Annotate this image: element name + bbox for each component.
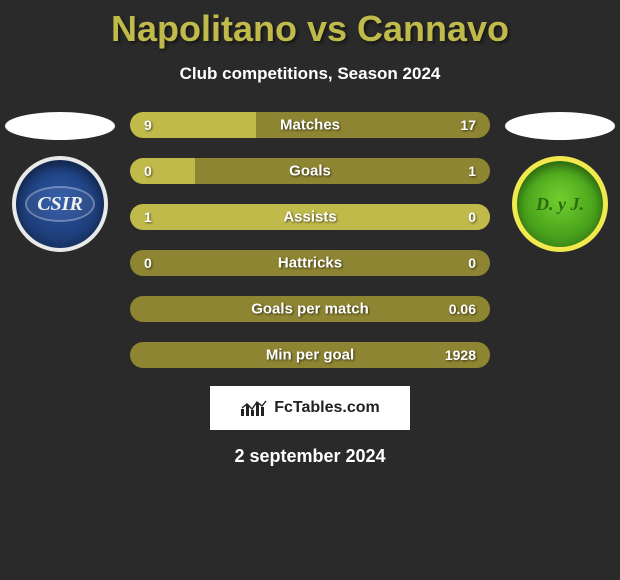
stat-bar-value-left: 0 — [144, 255, 152, 271]
date-label: 2 september 2024 — [0, 446, 620, 467]
stat-bar: Goals 0 1 — [130, 158, 490, 184]
right-photo-placeholder — [505, 112, 615, 140]
stat-bar-value-right: 17 — [460, 117, 476, 133]
stat-bar: Hattricks 0 0 — [130, 250, 490, 276]
stat-bar-label: Goals — [289, 163, 331, 180]
left-club-crest: CSIR — [12, 156, 108, 252]
left-player-column: CSIR — [0, 112, 120, 252]
fctables-spark-icon — [240, 399, 268, 417]
stat-bar-value-right: 0 — [468, 209, 476, 225]
left-photo-placeholder — [5, 112, 115, 140]
fctables-badge[interactable]: FcTables.com — [210, 386, 410, 430]
page-title: Napolitano vs Cannavo — [0, 0, 620, 50]
stat-bar-value-right: 0 — [468, 255, 476, 271]
stat-bar-value-right: 0.06 — [449, 301, 476, 317]
stat-bars: Matches917Goals01Assists10Hattricks00Goa… — [130, 112, 490, 368]
fctables-label: FcTables.com — [274, 399, 380, 417]
right-club-crest: D. y J. — [512, 156, 608, 252]
stat-bar-fill-left — [130, 158, 195, 184]
stat-bar-label: Assists — [283, 209, 336, 226]
stat-bar: Min per goal 1928 — [130, 342, 490, 368]
right-player-column: D. y J. — [500, 112, 620, 252]
stat-bar-value-left: 0 — [144, 163, 152, 179]
stat-bar-label: Matches — [280, 117, 340, 134]
stat-bar-label: Min per goal — [266, 347, 354, 364]
comparison-panel: CSIR D. y J. Matches917Goals01Assists10H… — [0, 112, 620, 368]
stat-bar-value-right: 1928 — [445, 347, 476, 363]
stat-bar: Goals per match 0.06 — [130, 296, 490, 322]
stat-bar-label: Goals per match — [251, 301, 369, 318]
stat-bar-value-right: 1 — [468, 163, 476, 179]
stat-bar-value-left: 1 — [144, 209, 152, 225]
stat-bar-label: Hattricks — [278, 255, 342, 272]
left-club-crest-label: CSIR — [25, 186, 95, 222]
subtitle: Club competitions, Season 2024 — [0, 64, 620, 84]
stat-bar-value-left: 9 — [144, 117, 152, 133]
right-club-crest-label: D. y J. — [530, 187, 590, 221]
stat-bar: Assists 1 0 — [130, 204, 490, 230]
stat-bar: Matches 9 17 — [130, 112, 490, 138]
